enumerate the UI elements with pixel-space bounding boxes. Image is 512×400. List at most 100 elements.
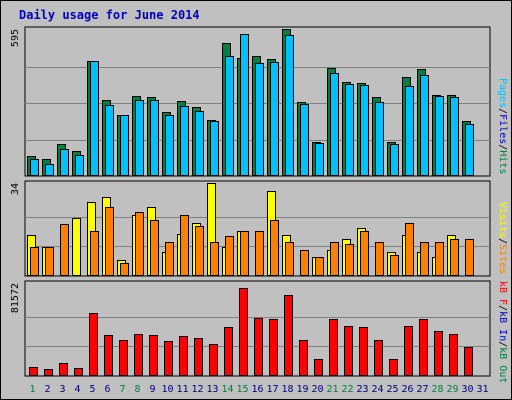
bottom-kb_f-bar bbox=[179, 336, 188, 376]
bottom-legend-part: kB Out bbox=[497, 347, 508, 383]
bottom-kb_f-bar bbox=[164, 341, 173, 376]
top-pages-bar bbox=[45, 164, 54, 176]
top-pages-bar bbox=[345, 84, 354, 176]
bottom-kb_f-bar bbox=[29, 367, 38, 376]
bottom-kb_f-bar bbox=[404, 326, 413, 376]
top-pages-bar bbox=[255, 63, 264, 176]
bottom-kb_f-bar bbox=[434, 331, 443, 376]
top-max-label: 595 bbox=[10, 29, 21, 47]
day-tick-label: 23 bbox=[356, 384, 368, 395]
bottom-kb_f-bar bbox=[359, 327, 368, 376]
top-pages-bar bbox=[450, 97, 459, 176]
day-tick-label: 15 bbox=[236, 384, 248, 395]
top-pages-bar bbox=[210, 121, 219, 176]
day-tick-label: 9 bbox=[149, 384, 155, 395]
day-tick-label: 6 bbox=[104, 384, 110, 395]
bottom-kb_f-bar bbox=[224, 327, 233, 376]
bottom-kb_f-bar bbox=[104, 335, 113, 376]
middle-sites-bar bbox=[405, 223, 414, 276]
bottom-kb_f-bar bbox=[119, 340, 128, 376]
middle-sites-bar bbox=[465, 239, 474, 276]
top-legend-part: Files bbox=[497, 114, 508, 144]
top-pages-bar bbox=[315, 143, 324, 176]
top-pages-bar bbox=[105, 105, 114, 176]
bottom-kb_f-bar bbox=[254, 318, 263, 376]
top-legend-part: Pages bbox=[497, 78, 508, 108]
middle-sites-bar bbox=[210, 242, 219, 276]
bottom-kb_f-bar bbox=[314, 359, 323, 376]
top-pages-bar bbox=[75, 155, 84, 176]
middle-sites-bar bbox=[105, 207, 114, 276]
day-tick-label: 22 bbox=[341, 384, 353, 395]
middle-sites-bar bbox=[360, 231, 369, 276]
bottom-kb_f-bar bbox=[329, 319, 338, 376]
top-pages-bar bbox=[30, 159, 39, 176]
day-tick-label: 27 bbox=[416, 384, 428, 395]
middle-sites-bar bbox=[240, 231, 249, 276]
bottom-legend-part: / bbox=[497, 341, 508, 347]
day-tick-label: 26 bbox=[401, 384, 413, 395]
bottom-legend-part: / bbox=[497, 305, 508, 311]
top-pages-bar bbox=[285, 35, 294, 176]
day-tick-label: 19 bbox=[296, 384, 308, 395]
chart-title: Daily usage for June 2014 bbox=[19, 8, 200, 22]
top-pages-bar bbox=[165, 115, 174, 176]
top-pages-bar bbox=[375, 102, 384, 176]
middle-sites-bar bbox=[345, 244, 354, 276]
middle-sites-bar bbox=[180, 215, 189, 276]
middle-legend-label: Visits/Sites bbox=[497, 202, 508, 274]
top-legend-label: Pages/Files/Hits bbox=[497, 78, 508, 174]
day-tick-label: 2 bbox=[44, 384, 50, 395]
top-pages-bar bbox=[330, 73, 339, 176]
middle-sites-bar bbox=[120, 263, 129, 276]
bottom-max-label: 81572 bbox=[10, 283, 21, 313]
day-tick-label: 11 bbox=[176, 384, 188, 395]
top-pages-bar bbox=[360, 85, 369, 176]
middle-sites-bar bbox=[90, 231, 99, 276]
day-tick-label: 4 bbox=[74, 384, 80, 395]
middle-sites-bar bbox=[135, 212, 144, 276]
bottom-kb_f-bar bbox=[89, 313, 98, 376]
top-pages-bar bbox=[270, 62, 279, 176]
top-pages-bar bbox=[135, 100, 144, 176]
bottom-kb_f-bar bbox=[59, 363, 68, 376]
middle-sites-bar bbox=[165, 242, 174, 276]
middle-sites-bar bbox=[225, 236, 234, 276]
top-pages-bar bbox=[90, 61, 99, 176]
top-pages-bar bbox=[60, 149, 69, 176]
middle-sites-bar bbox=[285, 242, 294, 276]
bottom-kb_f-bar bbox=[344, 326, 353, 376]
day-tick-label: 14 bbox=[221, 384, 233, 395]
day-tick-label: 28 bbox=[431, 384, 443, 395]
day-tick-label: 17 bbox=[266, 384, 278, 395]
day-tick-label: 13 bbox=[206, 384, 218, 395]
day-tick-label: 29 bbox=[446, 384, 458, 395]
middle-sites-bar bbox=[270, 220, 279, 276]
bottom-kb_f-bar bbox=[389, 359, 398, 376]
middle-sites-bar bbox=[30, 247, 39, 276]
bottom-kb_f-bar bbox=[464, 347, 473, 376]
top-pages-bar bbox=[120, 115, 129, 176]
bottom-kb_f-bar bbox=[194, 338, 203, 376]
middle-sites-bar bbox=[375, 242, 384, 276]
middle-max-label: 34 bbox=[10, 183, 21, 195]
bottom-legend-part: kB In bbox=[497, 311, 508, 341]
bottom-kb_f-bar bbox=[374, 340, 383, 376]
middle-sites-bar bbox=[435, 242, 444, 276]
middle-sites-bar bbox=[60, 224, 69, 276]
bottom-legend-label: kB F/kB In/kB Out bbox=[497, 281, 508, 383]
bottom-kb_f-bar bbox=[239, 288, 248, 376]
day-tick-label: 10 bbox=[161, 384, 173, 395]
top-legend-part: / bbox=[497, 108, 508, 114]
bottom-kb_f-bar bbox=[209, 344, 218, 376]
bottom-kb_f-bar bbox=[299, 340, 308, 376]
top-pages-bar bbox=[195, 111, 204, 176]
day-tick-label: 25 bbox=[386, 384, 398, 395]
middle-sites-bar bbox=[150, 220, 159, 276]
top-pages-bar bbox=[405, 86, 414, 176]
middle-sites-bar bbox=[315, 257, 324, 276]
top-pages-bar bbox=[435, 96, 444, 176]
bottom-kb_f-bar bbox=[149, 335, 158, 376]
day-tick-label: 18 bbox=[281, 384, 293, 395]
middle-legend-part: Sites bbox=[497, 244, 508, 274]
